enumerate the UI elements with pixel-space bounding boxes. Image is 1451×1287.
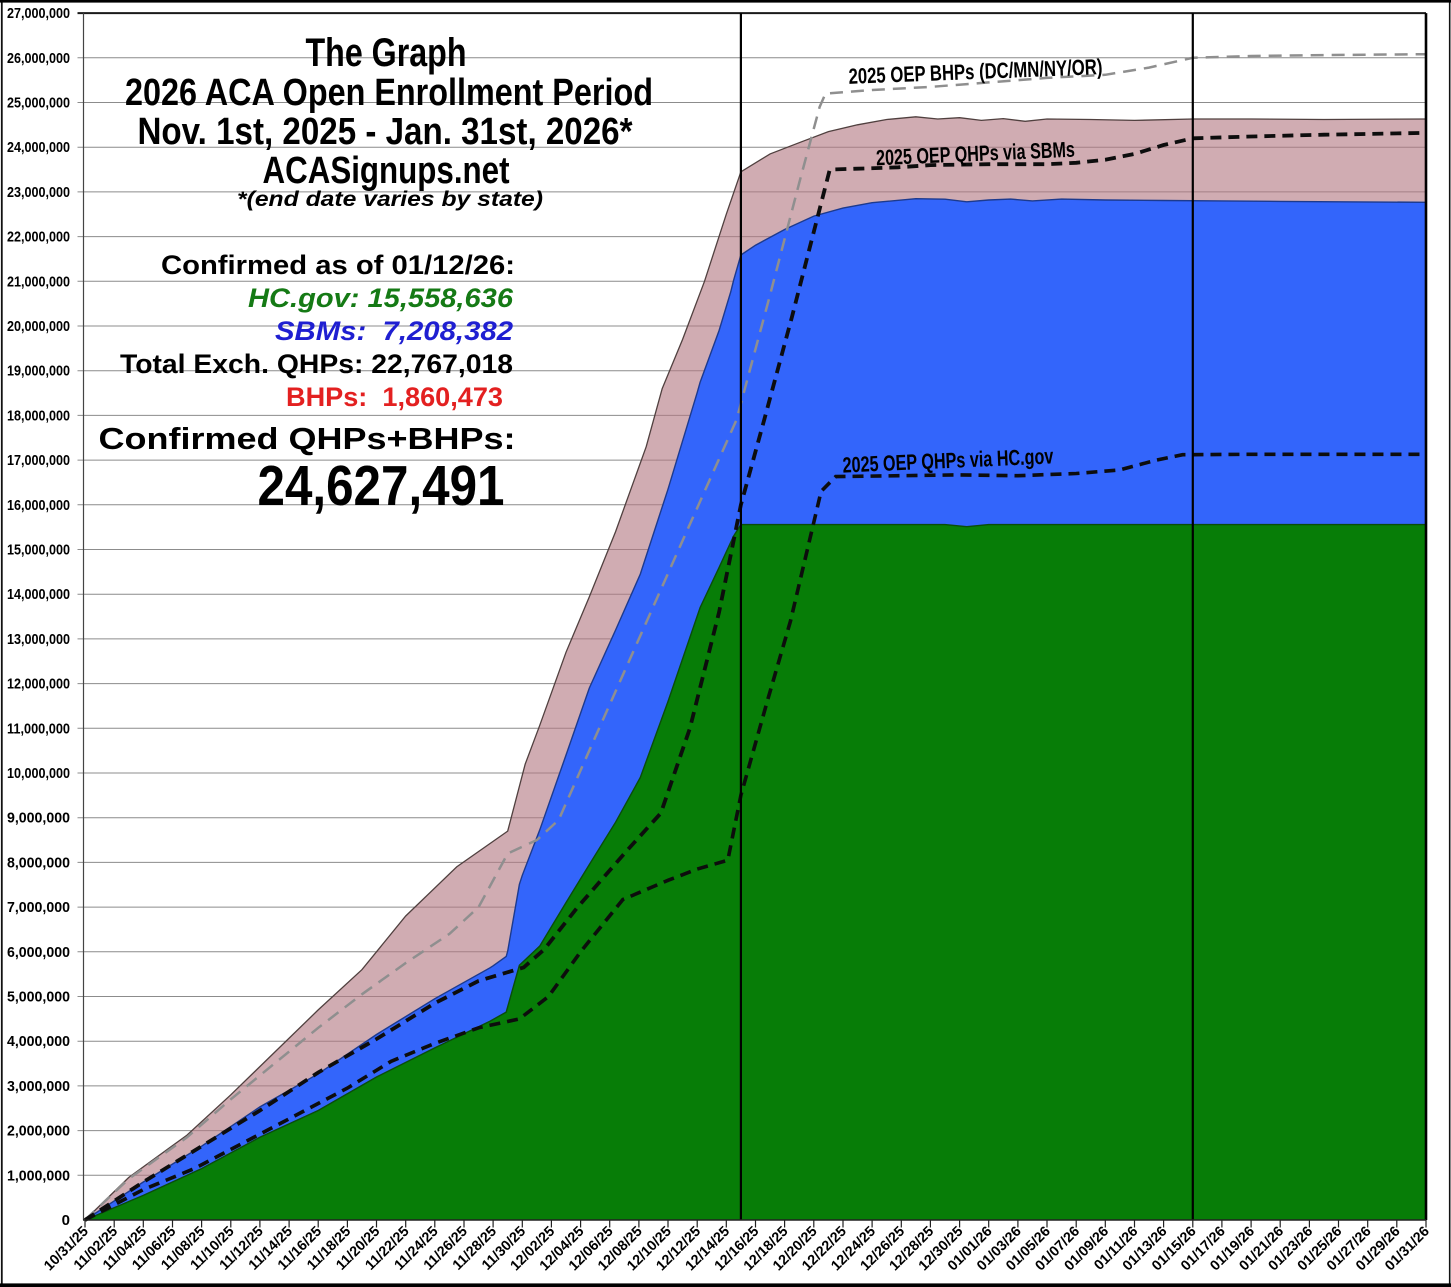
svg-text:26,000,000: 26,000,000 bbox=[7, 50, 70, 67]
svg-text:7,000,000: 7,000,000 bbox=[7, 899, 70, 916]
svg-text:25,000,000: 25,000,000 bbox=[7, 95, 70, 112]
svg-text:Confirmed QHPs+BHPs:: Confirmed QHPs+BHPs: bbox=[99, 421, 516, 456]
svg-text:17,000,000: 17,000,000 bbox=[7, 452, 70, 469]
svg-text:8,000,000: 8,000,000 bbox=[7, 854, 70, 871]
svg-text:Confirmed as of 01/12/26:: Confirmed as of 01/12/26: bbox=[161, 250, 515, 280]
svg-text:20,000,000: 20,000,000 bbox=[7, 318, 70, 335]
svg-text:22,000,000: 22,000,000 bbox=[7, 229, 70, 246]
svg-text:21,000,000: 21,000,000 bbox=[7, 273, 70, 290]
svg-text:24,627,491: 24,627,491 bbox=[258, 454, 505, 518]
svg-text:11,000,000: 11,000,000 bbox=[7, 720, 70, 737]
svg-text:10,000,000: 10,000,000 bbox=[7, 765, 70, 782]
svg-text:9,000,000: 9,000,000 bbox=[7, 810, 70, 827]
svg-text:19,000,000: 19,000,000 bbox=[7, 363, 70, 380]
svg-text:6,000,000: 6,000,000 bbox=[7, 944, 70, 961]
svg-text:12,000,000: 12,000,000 bbox=[7, 676, 70, 693]
svg-text:Total Exch. QHPs: 22,767,018: Total Exch. QHPs: 22,767,018 bbox=[120, 349, 513, 379]
svg-text:24,000,000: 24,000,000 bbox=[7, 139, 70, 156]
svg-text:27,000,000: 27,000,000 bbox=[7, 5, 70, 22]
svg-text:0: 0 bbox=[62, 1212, 70, 1229]
svg-text:5,000,000: 5,000,000 bbox=[7, 989, 70, 1006]
svg-text:SBMs: 7,208,382: SBMs: 7,208,382 bbox=[275, 316, 513, 346]
svg-text:23,000,000: 23,000,000 bbox=[7, 184, 70, 201]
svg-text:2,000,000: 2,000,000 bbox=[7, 1123, 70, 1140]
svg-text:1,000,000: 1,000,000 bbox=[7, 1167, 70, 1184]
svg-text:13,000,000: 13,000,000 bbox=[7, 631, 70, 648]
svg-text:BHPs: 1,860,473: BHPs: 1,860,473 bbox=[286, 382, 503, 412]
svg-text:3,000,000: 3,000,000 bbox=[7, 1078, 70, 1095]
svg-text:4,000,000: 4,000,000 bbox=[7, 1033, 70, 1050]
svg-text:2026 ACA Open Enrollment Perio: 2026 ACA Open Enrollment Period bbox=[125, 72, 653, 114]
svg-text:The Graph: The Graph bbox=[306, 31, 467, 75]
svg-text:HC.gov: 15,558,636: HC.gov: 15,558,636 bbox=[248, 283, 514, 313]
svg-text:*(end date varies by state): *(end date varies by state) bbox=[237, 187, 543, 211]
svg-text:15,000,000: 15,000,000 bbox=[7, 542, 70, 559]
svg-text:18,000,000: 18,000,000 bbox=[7, 407, 70, 424]
svg-text:14,000,000: 14,000,000 bbox=[7, 586, 70, 603]
svg-text:ACASignups.net: ACASignups.net bbox=[263, 150, 510, 192]
svg-text:Nov. 1st, 2025 - Jan. 31st, 20: Nov. 1st, 2025 - Jan. 31st, 2026* bbox=[138, 111, 633, 153]
svg-text:16,000,000: 16,000,000 bbox=[7, 497, 70, 514]
